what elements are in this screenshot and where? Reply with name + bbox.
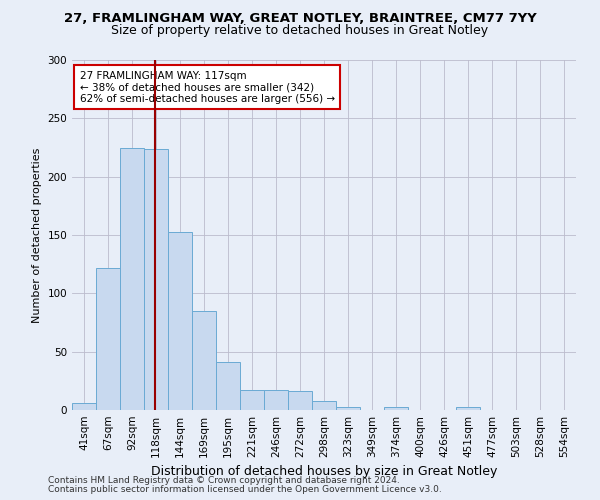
- Text: Contains public sector information licensed under the Open Government Licence v3: Contains public sector information licen…: [48, 485, 442, 494]
- Bar: [192, 311, 216, 410]
- Bar: [168, 232, 192, 410]
- Bar: [288, 392, 312, 410]
- Bar: [120, 148, 144, 410]
- Bar: [264, 390, 288, 410]
- Bar: [72, 403, 96, 410]
- Bar: [312, 400, 336, 410]
- Text: 27, FRAMLINGHAM WAY, GREAT NOTLEY, BRAINTREE, CM77 7YY: 27, FRAMLINGHAM WAY, GREAT NOTLEY, BRAIN…: [64, 12, 536, 26]
- Bar: [456, 406, 480, 410]
- Bar: [336, 406, 360, 410]
- Text: Contains HM Land Registry data © Crown copyright and database right 2024.: Contains HM Land Registry data © Crown c…: [48, 476, 400, 485]
- Bar: [240, 390, 264, 410]
- Bar: [144, 148, 168, 410]
- Bar: [384, 406, 408, 410]
- Y-axis label: Number of detached properties: Number of detached properties: [32, 148, 42, 322]
- Bar: [216, 362, 240, 410]
- Bar: [96, 268, 120, 410]
- Text: Size of property relative to detached houses in Great Notley: Size of property relative to detached ho…: [112, 24, 488, 37]
- Text: 27 FRAMLINGHAM WAY: 117sqm
← 38% of detached houses are smaller (342)
62% of sem: 27 FRAMLINGHAM WAY: 117sqm ← 38% of deta…: [80, 70, 335, 104]
- X-axis label: Distribution of detached houses by size in Great Notley: Distribution of detached houses by size …: [151, 466, 497, 478]
